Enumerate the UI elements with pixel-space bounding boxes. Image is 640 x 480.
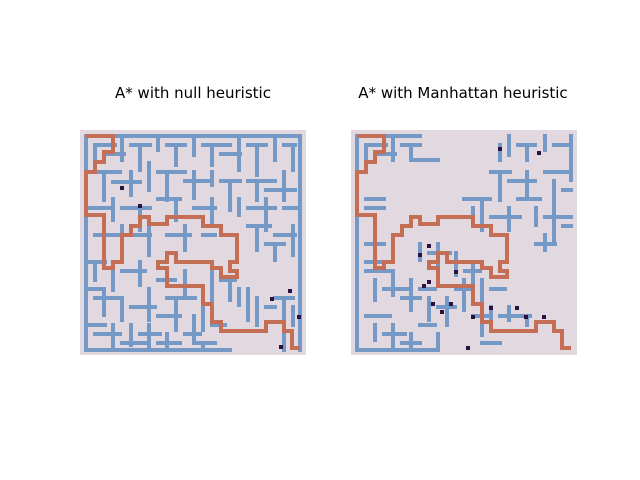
visited-cell bbox=[471, 315, 475, 319]
visited-cell bbox=[297, 315, 301, 319]
visited-cell bbox=[288, 289, 292, 293]
solution-path bbox=[355, 134, 571, 350]
visited-cell bbox=[449, 302, 453, 306]
visited-cell bbox=[466, 346, 470, 350]
visited-cell bbox=[440, 310, 444, 314]
visited-cell bbox=[270, 297, 274, 301]
visited-cell bbox=[498, 147, 502, 151]
visited-cell bbox=[418, 253, 422, 257]
visited-cell bbox=[537, 151, 541, 155]
visited-cell bbox=[524, 315, 528, 319]
visited-cell bbox=[422, 284, 426, 288]
visited-cell bbox=[427, 280, 431, 284]
visited-cell bbox=[542, 315, 546, 319]
visited-cell bbox=[431, 302, 435, 306]
visited-cell bbox=[454, 270, 458, 274]
panel-title-manhattan-heuristic: A* with Manhattan heuristic bbox=[358, 84, 568, 102]
visited-cell bbox=[120, 186, 124, 190]
visited-cell bbox=[138, 204, 142, 208]
visited-cell bbox=[279, 345, 283, 349]
maze-panel-null bbox=[80, 130, 306, 355]
panel-title-null-heuristic: A* with null heuristic bbox=[115, 84, 271, 102]
visited-cell bbox=[515, 306, 519, 310]
visited-cells bbox=[120, 186, 301, 349]
solution-path bbox=[84, 134, 300, 350]
visited-cell bbox=[489, 306, 493, 310]
visited-cells bbox=[418, 147, 546, 350]
visited-cell bbox=[427, 244, 431, 248]
maze-panel-manhattan bbox=[351, 130, 577, 355]
